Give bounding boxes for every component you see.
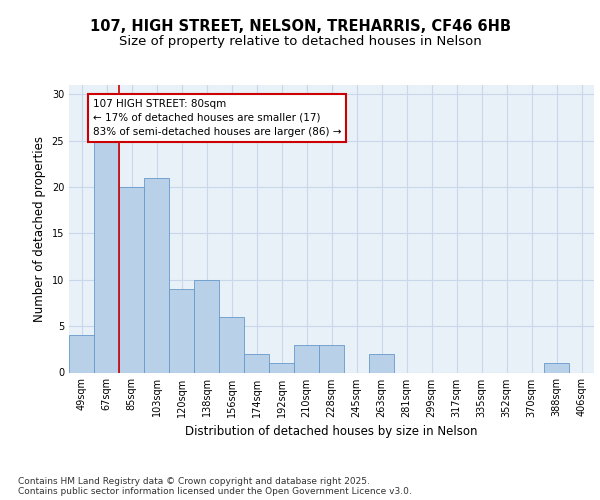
- X-axis label: Distribution of detached houses by size in Nelson: Distribution of detached houses by size …: [185, 425, 478, 438]
- Bar: [319, 344, 344, 372]
- Text: 107 HIGH STREET: 80sqm
← 17% of detached houses are smaller (17)
83% of semi-det: 107 HIGH STREET: 80sqm ← 17% of detached…: [93, 99, 341, 137]
- Bar: [269, 363, 294, 372]
- Bar: [69, 336, 94, 372]
- Bar: [144, 178, 169, 372]
- Bar: [94, 140, 119, 372]
- Bar: [169, 289, 194, 372]
- Bar: [244, 354, 269, 372]
- Bar: [294, 344, 319, 372]
- Bar: [194, 280, 219, 372]
- Text: Size of property relative to detached houses in Nelson: Size of property relative to detached ho…: [119, 35, 481, 48]
- Bar: [119, 187, 144, 372]
- Bar: [369, 354, 394, 372]
- Bar: [219, 317, 244, 372]
- Bar: [544, 363, 569, 372]
- Text: 107, HIGH STREET, NELSON, TREHARRIS, CF46 6HB: 107, HIGH STREET, NELSON, TREHARRIS, CF4…: [89, 19, 511, 34]
- Text: Contains HM Land Registry data © Crown copyright and database right 2025.
Contai: Contains HM Land Registry data © Crown c…: [18, 476, 412, 496]
- Y-axis label: Number of detached properties: Number of detached properties: [33, 136, 46, 322]
